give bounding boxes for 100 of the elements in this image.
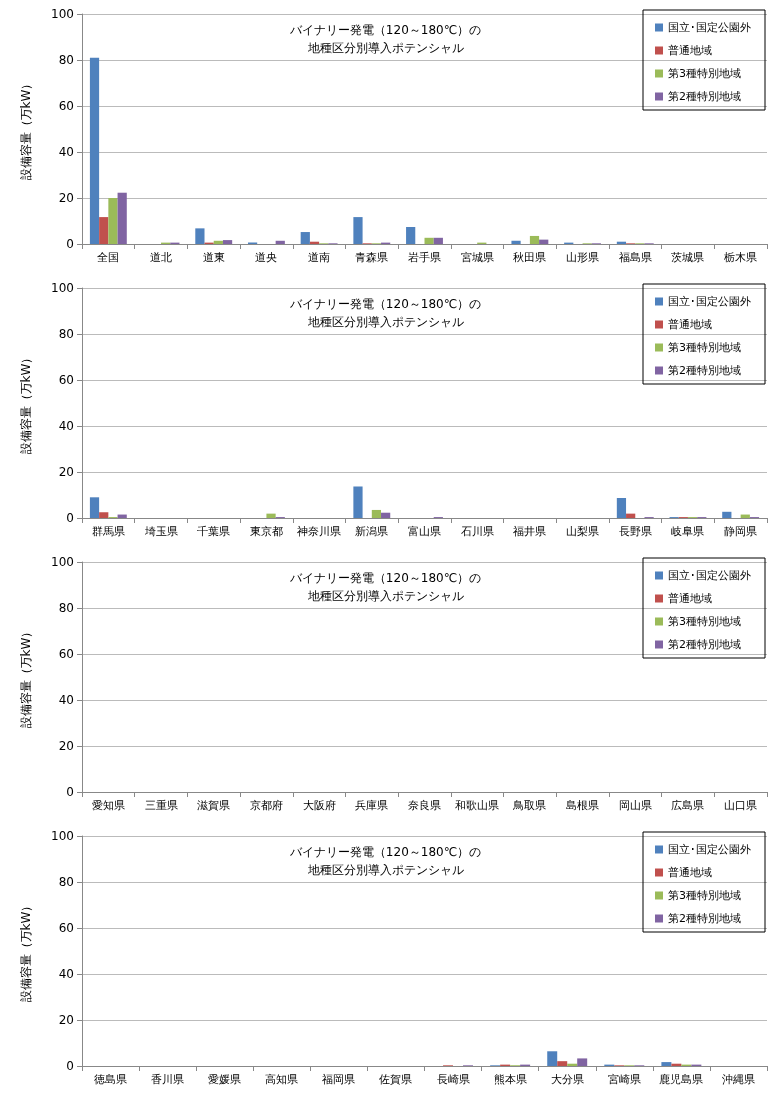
text: バイナリー発電（120～180℃）の地種区分別導入ポテンシャル: [288, 571, 482, 603]
x-tick-label: 山口県: [724, 799, 758, 812]
y-tick-label: 100: [51, 7, 74, 21]
x-tick-label: 熊本県: [493, 1073, 527, 1086]
legend-label: 第2種特別地域: [668, 364, 741, 377]
y-tick-label: 60: [58, 647, 74, 661]
legend-label: 普通地域: [668, 44, 712, 57]
legend-label: 国立･国定公園外: [668, 295, 751, 308]
bar: [353, 486, 363, 518]
y-tick-label: 80: [58, 327, 74, 341]
x-tick-label: 道南: [308, 251, 331, 264]
bar: [406, 226, 416, 244]
legend-label: 第3種特別地域: [668, 615, 741, 628]
x-tick-label: 佐賀県: [379, 1073, 413, 1086]
x-tick-label: 群馬県: [91, 525, 125, 538]
x-tick-label: 大分県: [550, 1073, 584, 1086]
y-axis-title: 設備容量（万kW）: [19, 77, 33, 181]
x-tick-label: 道央: [255, 251, 278, 264]
x-tick-label: 山梨県: [566, 525, 600, 538]
y-tick-label: 40: [58, 967, 74, 981]
bar: [539, 239, 549, 244]
y-tick-label: 60: [58, 921, 74, 935]
x-tick-label: 栃木県: [724, 251, 758, 264]
x-tick-label: 東京都: [249, 525, 283, 538]
x-tick-label: 三重県: [144, 799, 178, 812]
bar: [529, 235, 540, 244]
bar: [433, 237, 443, 244]
y-tick-label: 80: [58, 601, 74, 615]
y-tick-label: 40: [58, 693, 74, 707]
x-tick-label: 大阪府: [302, 799, 336, 812]
bar: [222, 240, 233, 244]
bar: [275, 240, 285, 244]
bar: [300, 232, 310, 244]
bar: [99, 512, 109, 518]
legend-label: 普通地域: [668, 866, 712, 879]
x-tick-label: 滋賀県: [197, 799, 231, 812]
bar: [266, 513, 276, 518]
bar: [89, 57, 100, 244]
bar: [722, 511, 732, 518]
y-tick-label: 100: [51, 555, 74, 569]
x-tick-label: 静岡県: [724, 525, 758, 538]
x-tick-label: 徳島県: [94, 1073, 128, 1086]
x-tick-label: 島根県: [566, 799, 600, 812]
x-tick-label: 宮崎県: [607, 1073, 641, 1086]
y-tick-label: 80: [58, 53, 74, 67]
bar: [213, 240, 223, 244]
bar: [424, 237, 434, 244]
legend-label: 国立･国定公園外: [668, 21, 751, 34]
y-axis-title: 設備容量（万kW）: [19, 351, 33, 455]
x-tick-label: 愛媛県: [208, 1073, 242, 1086]
bar: [661, 1062, 672, 1066]
bar: [108, 198, 118, 244]
y-tick-label: 20: [58, 465, 74, 479]
y-tick-label: 40: [58, 145, 74, 159]
x-tick-label: 長野県: [618, 525, 652, 538]
y-tick-label: 60: [58, 99, 74, 113]
bar: [547, 1051, 558, 1066]
x-tick-label: 千葉県: [197, 525, 231, 538]
bar: [626, 513, 636, 518]
y-axis-title: 設備容量（万kW）: [19, 625, 33, 729]
x-tick-label: 福岡県: [322, 1073, 356, 1086]
y-tick-label: 20: [58, 191, 74, 205]
y-tick-label: 100: [51, 829, 74, 843]
legend-label: 第3種特別地域: [668, 67, 741, 80]
y-tick-label: 80: [58, 875, 74, 889]
x-tick-label: 青森県: [355, 251, 389, 264]
x-tick-label: 道東: [202, 251, 225, 264]
x-tick-label: 和歌山県: [455, 799, 500, 812]
x-tick-label: 茨城県: [671, 251, 705, 264]
x-tick-label: 鹿児島県: [659, 1073, 704, 1086]
y-tick-label: 0: [66, 237, 74, 251]
bar: [117, 192, 127, 244]
x-tick-label: 宮城県: [460, 251, 494, 264]
bar: [511, 240, 521, 244]
legend-label: 国立･国定公園外: [668, 843, 751, 856]
text: バイナリー発電（120～180℃）の地種区分別導入ポテンシャル: [288, 23, 482, 55]
x-tick-label: 広島県: [671, 799, 705, 812]
legend-label: 第2種特別地域: [668, 912, 741, 925]
x-tick-label: 石川県: [460, 525, 494, 538]
x-tick-label: 山形県: [566, 251, 600, 264]
y-tick-label: 20: [58, 1013, 74, 1027]
bar: [616, 497, 627, 518]
x-tick-label: 愛知県: [91, 799, 125, 812]
x-tick-label: 香川県: [151, 1073, 185, 1086]
x-tick-label: 沖縄県: [721, 1073, 755, 1086]
x-tick-label: 福島県: [618, 251, 652, 264]
bar: [99, 217, 109, 244]
x-tick-label: 岐阜県: [671, 525, 705, 538]
x-tick-label: 道北: [150, 251, 173, 264]
x-tick-label: 長崎県: [436, 1073, 470, 1086]
y-tick-label: 0: [66, 1059, 74, 1073]
text: バイナリー発電（120～180℃）の地種区分別導入ポテンシャル: [288, 845, 482, 877]
x-tick-label: 高知県: [265, 1073, 299, 1086]
bar: [557, 1061, 568, 1066]
legend-label: 第2種特別地域: [668, 90, 741, 103]
text: バイナリー発電（120～180℃）の地種区分別導入ポテンシャル: [288, 297, 482, 329]
x-tick-label: 奈良県: [408, 799, 441, 812]
legend-label: 第2種特別地域: [668, 638, 741, 651]
legend-label: 国立･国定公園外: [668, 569, 751, 582]
bar: [381, 512, 391, 518]
